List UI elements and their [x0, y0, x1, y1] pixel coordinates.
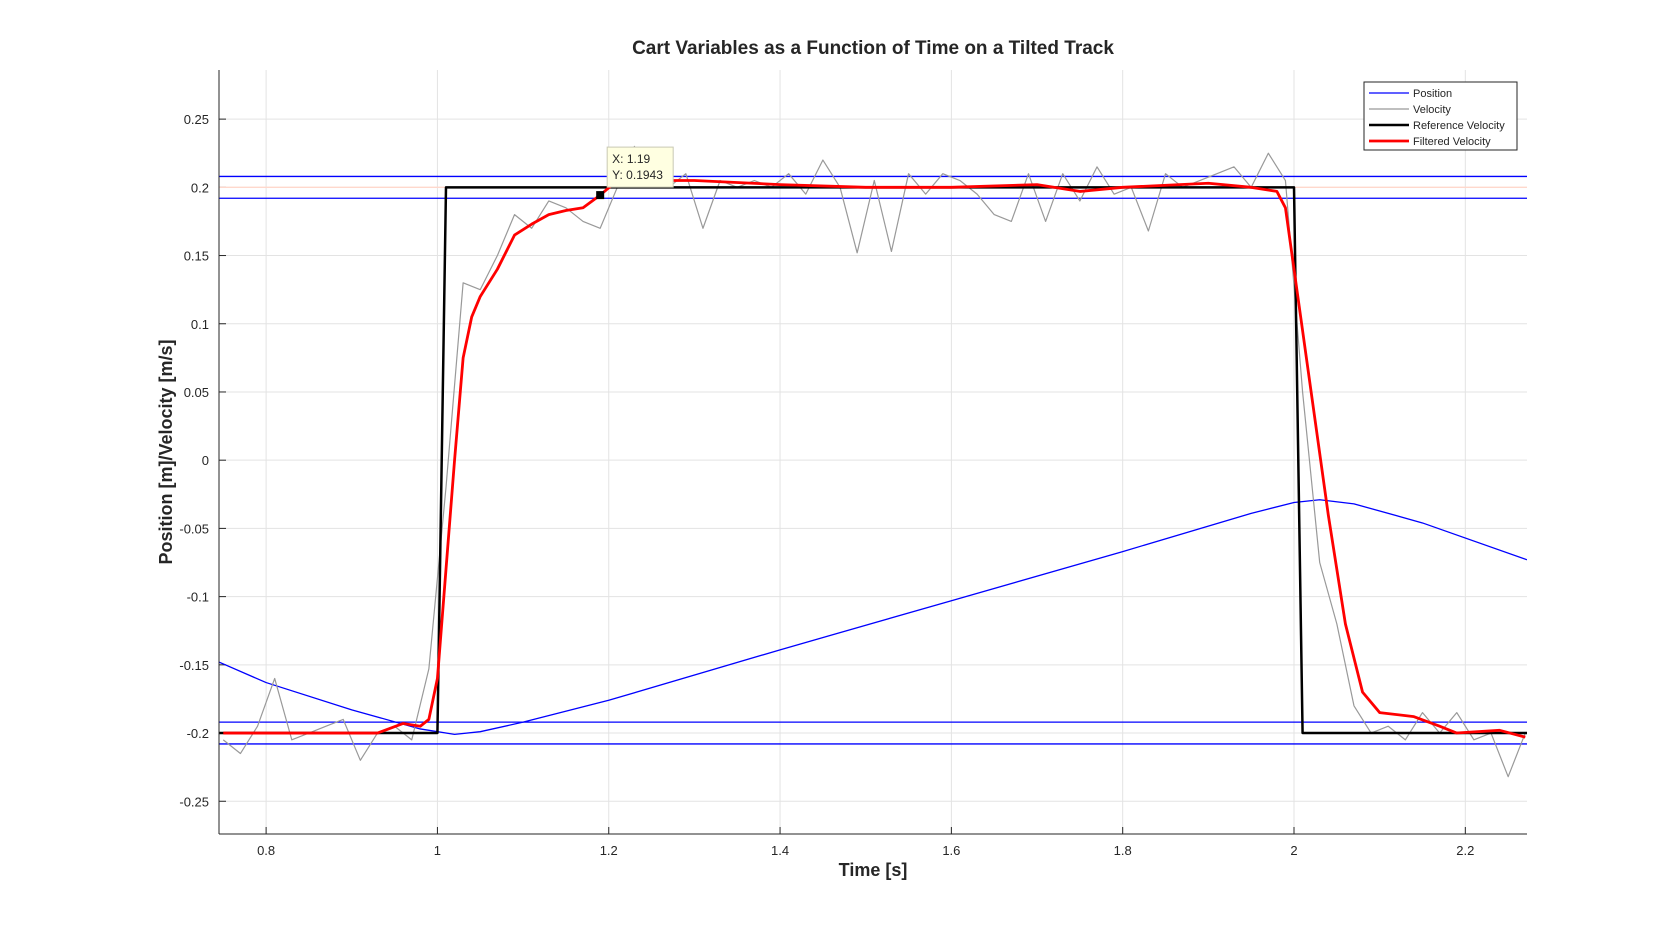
datatip-text: Y: 0.1943 [612, 168, 663, 182]
x-tick-label: 2.2 [1456, 843, 1474, 858]
series-line [222, 145, 1526, 778]
x-tick-label: 1.4 [771, 843, 789, 858]
y-tick-label: -0.2 [187, 726, 209, 741]
x-tick-label: 1.6 [942, 843, 960, 858]
y-axis-label: Position [m]/Velocity [m/s] [156, 339, 176, 564]
y-tick-label: 0.1 [191, 317, 209, 332]
y-tick-label: 0 [202, 453, 209, 468]
datatip-marker [596, 191, 605, 200]
x-axis-label: Time [s] [839, 860, 908, 880]
datatip-text: X: 1.19 [612, 152, 650, 166]
series-line [223, 179, 1526, 739]
legend-label: Filtered Velocity [1413, 136, 1491, 148]
x-tick-label: 2 [1290, 843, 1297, 858]
y-tick-label: 0.25 [184, 112, 209, 127]
y-tick-label: 0.15 [184, 249, 209, 264]
x-tick-label: 1 [434, 843, 441, 858]
datatip-box [606, 146, 674, 188]
y-tick-label: 0.2 [191, 180, 209, 195]
series-line [219, 499, 1527, 736]
x-tick-label: 1.8 [1114, 843, 1132, 858]
legend-label: Reference Velocity [1413, 120, 1505, 132]
y-tick-label: -0.1 [187, 590, 209, 605]
y-tick-label: 0.05 [184, 385, 209, 400]
y-tick-label: -0.15 [179, 658, 209, 673]
y-tick-label: -0.05 [179, 521, 209, 536]
legend-label: Position [1413, 88, 1452, 100]
x-tick-label: 0.8 [257, 843, 275, 858]
chart-title: Cart Variables as a Function of Time on … [632, 38, 1114, 59]
x-tick-label: 1.2 [600, 843, 618, 858]
legend-label: Velocity [1413, 104, 1451, 116]
y-tick-label: -0.25 [179, 794, 209, 809]
